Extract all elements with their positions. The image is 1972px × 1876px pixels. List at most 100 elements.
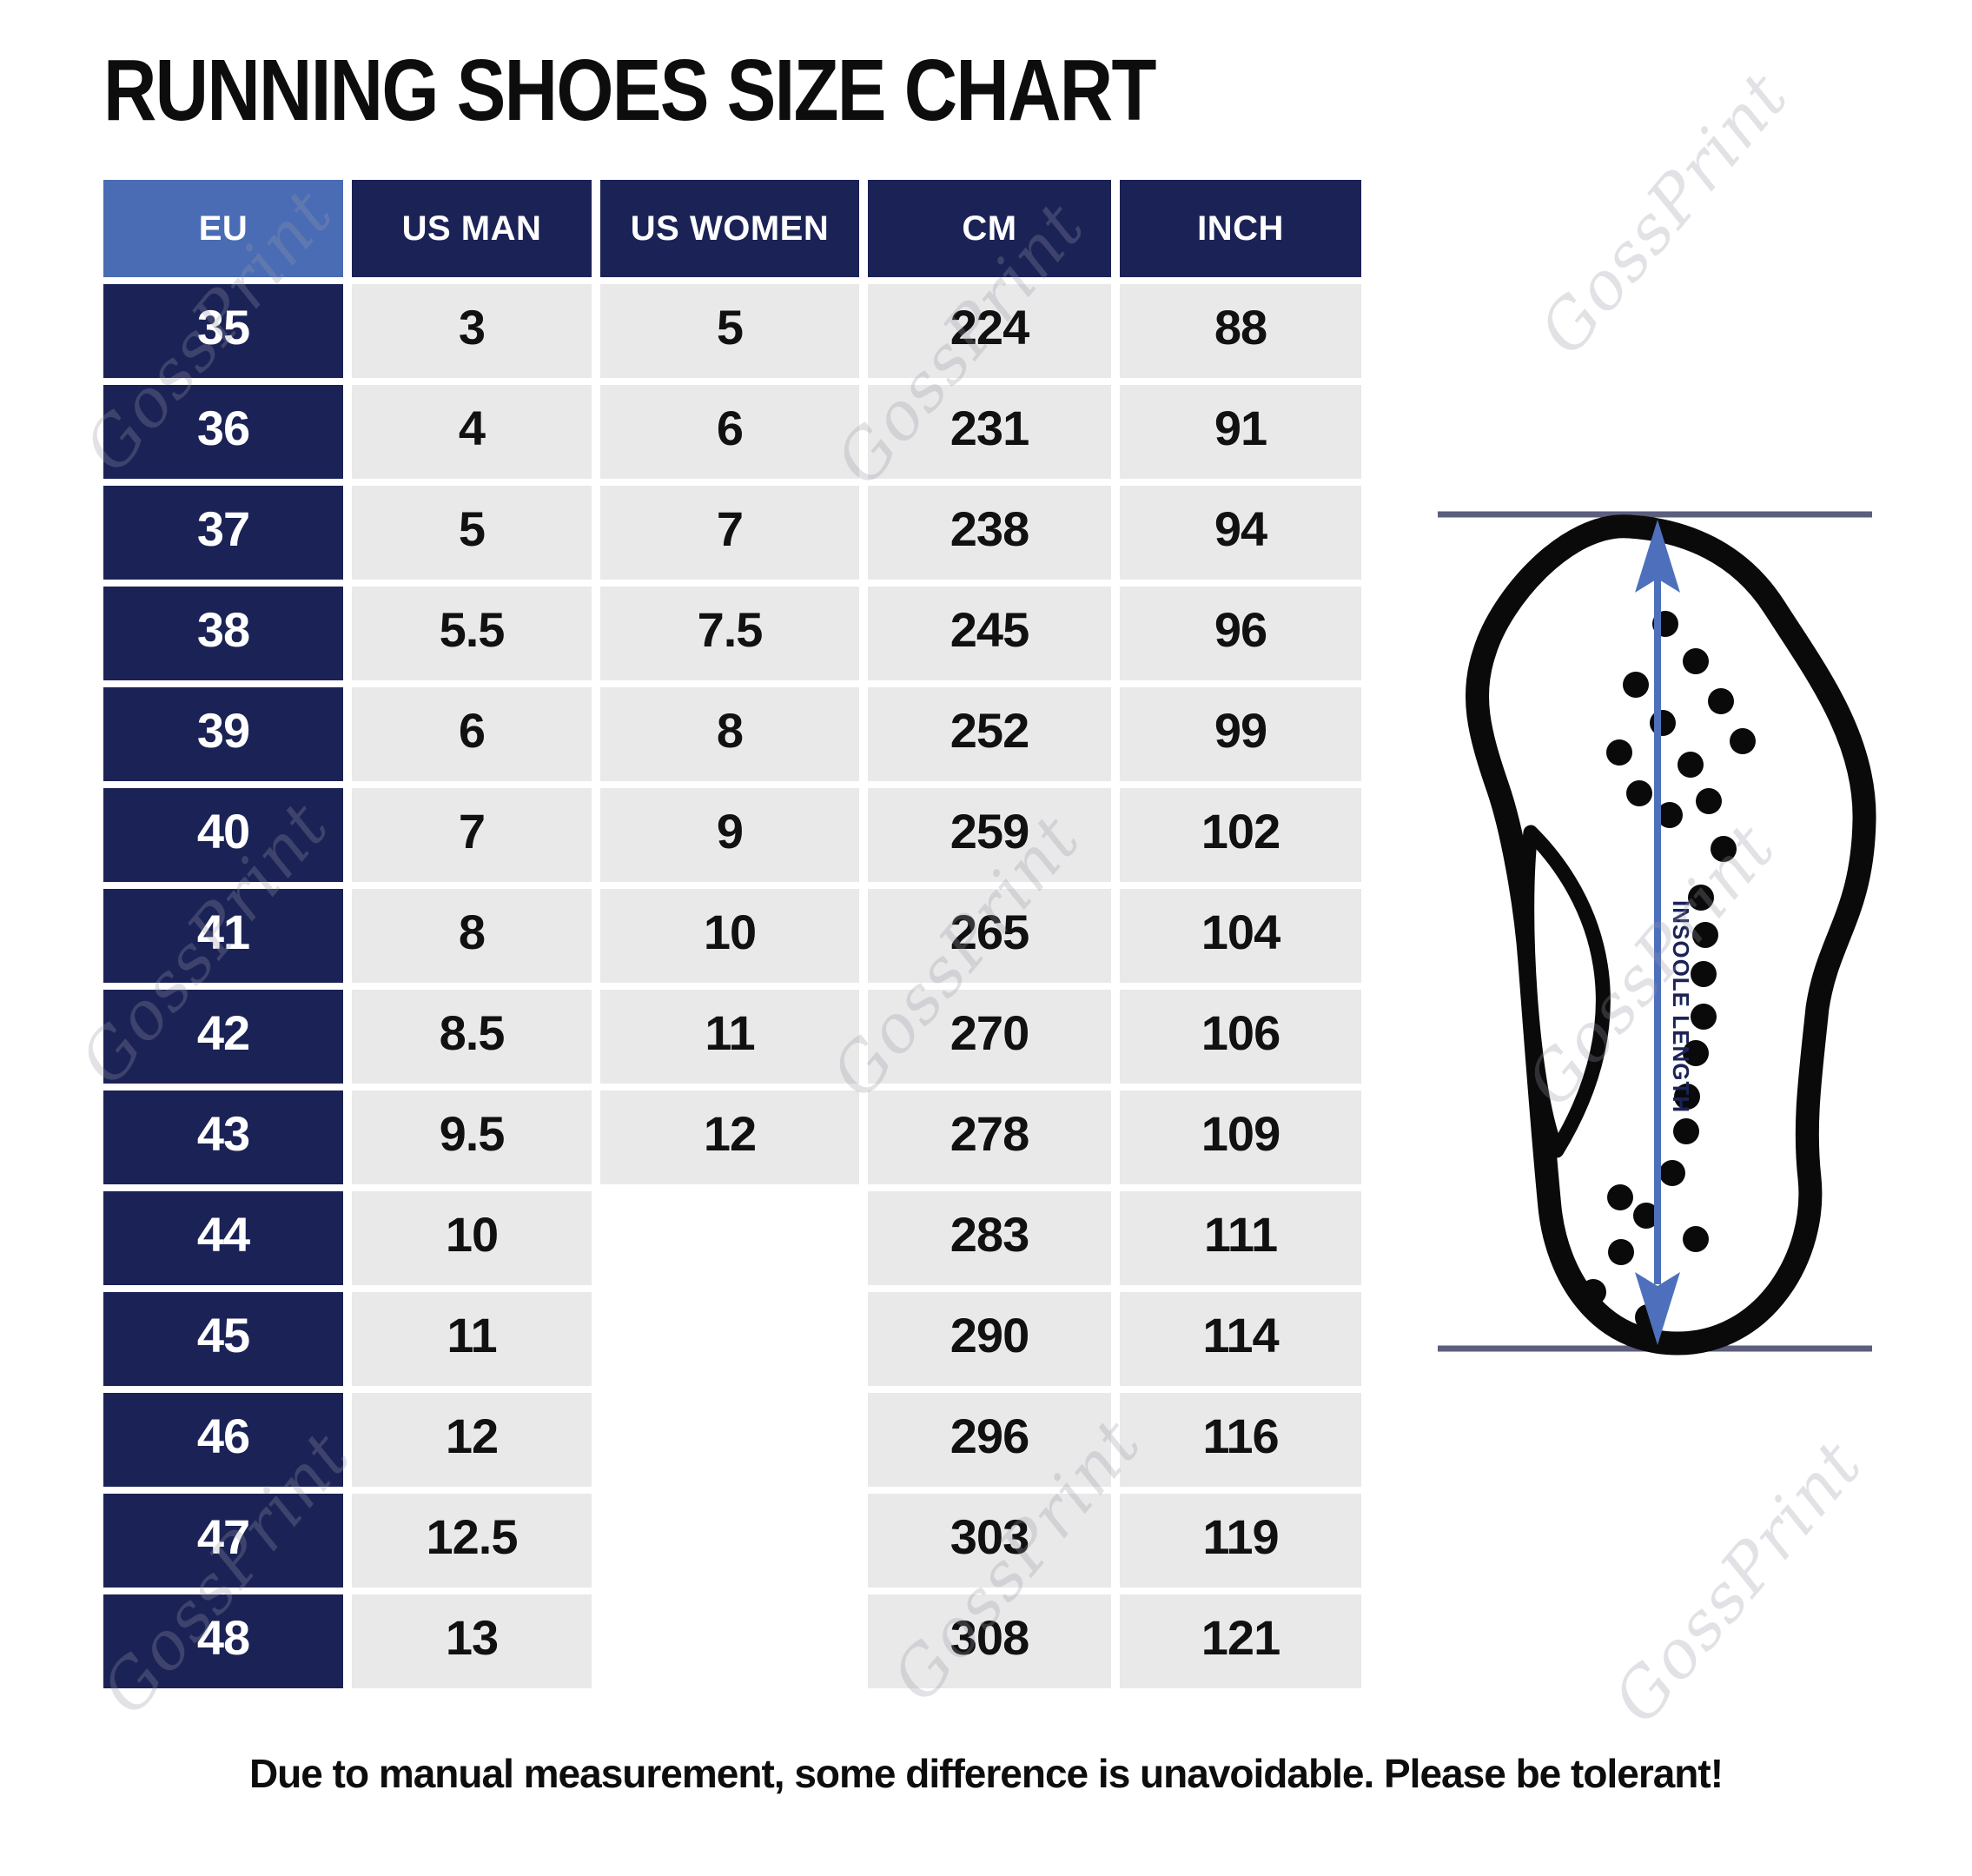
value-cell: 121 <box>1120 1594 1361 1688</box>
value-cell: 8 <box>600 687 859 781</box>
perforation-dot <box>1696 788 1722 814</box>
perforation-dot <box>1683 1226 1709 1252</box>
eu-size-cell: 40 <box>103 788 343 882</box>
value-cell: 8 <box>352 889 592 983</box>
value-cell: 99 <box>1120 687 1361 781</box>
perforation-dot <box>1688 885 1714 911</box>
value-cell: 278 <box>868 1090 1111 1184</box>
value-cell: 252 <box>868 687 1111 781</box>
value-cell: 12 <box>352 1393 592 1487</box>
value-cell: 119 <box>1120 1494 1361 1588</box>
perforation-dot <box>1683 648 1709 674</box>
value-cell: 259 <box>868 788 1111 882</box>
value-cell: 10 <box>600 889 859 983</box>
perforation-dot <box>1692 922 1718 948</box>
value-cell: 5.5 <box>352 587 592 680</box>
insole-length-label: INSOOLE LENGTH <box>1668 900 1694 1113</box>
value-cell: 11 <box>600 990 859 1084</box>
value-cell: 296 <box>868 1393 1111 1487</box>
perforation-dot <box>1580 1279 1606 1305</box>
eu-size-cell: 36 <box>103 385 343 479</box>
value-cell: 106 <box>1120 990 1361 1084</box>
value-cell: 12.5 <box>352 1494 592 1588</box>
value-cell: 13 <box>352 1594 592 1688</box>
value-cell: 114 <box>1120 1292 1361 1386</box>
size-table: EU US MAN US WOMEN CM INCH 35 3 5 224 88 36 4 6 231 91… <box>103 180 1361 1688</box>
value-cell: 102 <box>1120 788 1361 882</box>
value-cell: 5 <box>352 486 592 580</box>
value-cell: 245 <box>868 587 1111 680</box>
value-cell: 270 <box>868 990 1111 1084</box>
value-cell: 5 <box>600 284 859 378</box>
perforation-dot <box>1633 1203 1659 1229</box>
value-cell: 290 <box>868 1292 1111 1386</box>
value-cell: 7.5 <box>600 587 859 680</box>
empty-cell <box>600 1494 859 1588</box>
value-cell: 265 <box>868 889 1111 983</box>
empty-cell <box>600 1191 859 1285</box>
perforation-dot <box>1683 1040 1709 1066</box>
value-cell: 9 <box>600 788 859 882</box>
perforation-dot <box>1691 961 1717 987</box>
eu-size-cell: 43 <box>103 1090 343 1184</box>
value-cell: 109 <box>1120 1090 1361 1184</box>
value-cell: 116 <box>1120 1393 1361 1487</box>
value-cell: 283 <box>868 1191 1111 1285</box>
header-cell-us-man: US MAN <box>352 180 592 277</box>
header-cell-eu: EU <box>103 180 343 277</box>
value-cell: 6 <box>600 385 859 479</box>
eu-size-cell: 42 <box>103 990 343 1084</box>
perforation-dot <box>1657 802 1683 828</box>
eu-size-cell: 35 <box>103 284 343 378</box>
value-cell: 91 <box>1120 385 1361 479</box>
watermark: GossPrint <box>1524 56 1803 369</box>
value-cell: 231 <box>868 385 1111 479</box>
perforation-dot <box>1691 1004 1717 1030</box>
perforation-dot <box>1626 780 1652 806</box>
perforation-dot <box>1730 728 1756 754</box>
empty-cell <box>600 1292 859 1386</box>
insole-arch-line <box>1519 825 1611 1158</box>
perforation-dot <box>1608 1239 1634 1265</box>
value-cell: 11 <box>352 1292 592 1386</box>
value-cell: 308 <box>868 1594 1111 1688</box>
eu-size-cell: 45 <box>103 1292 343 1386</box>
eu-size-cell: 38 <box>103 587 343 680</box>
value-cell: 8.5 <box>352 990 592 1084</box>
value-cell: 9.5 <box>352 1090 592 1184</box>
perforation-dot <box>1606 739 1632 766</box>
value-cell: 6 <box>352 687 592 781</box>
perforation-dot <box>1708 688 1734 714</box>
perforation-dot <box>1673 1118 1699 1144</box>
value-cell: 10 <box>352 1191 592 1285</box>
value-cell: 94 <box>1120 486 1361 580</box>
watermark: GossPrint <box>1598 1425 1877 1738</box>
eu-size-cell: 44 <box>103 1191 343 1285</box>
value-cell: 224 <box>868 284 1111 378</box>
empty-cell <box>600 1393 859 1487</box>
eu-size-cell: 37 <box>103 486 343 580</box>
perforation-dot <box>1678 752 1704 778</box>
perforation-dot <box>1623 672 1649 698</box>
insole-diagram: INSOOLE LENGTH <box>1438 511 1876 1356</box>
eu-size-cell: 39 <box>103 687 343 781</box>
eu-size-cell: 48 <box>103 1594 343 1688</box>
perforation-dot <box>1711 836 1737 862</box>
value-cell: 303 <box>868 1494 1111 1588</box>
perforation-dot <box>1607 1184 1633 1210</box>
header-cell-inch: INCH <box>1120 180 1361 277</box>
eu-size-cell: 46 <box>103 1393 343 1487</box>
empty-cell <box>600 1594 859 1688</box>
length-arrow <box>1635 520 1680 1345</box>
value-cell: 3 <box>352 284 592 378</box>
perforation-dot <box>1659 1160 1685 1186</box>
page-title: RUNNING SHOES SIZE CHART <box>103 42 1156 139</box>
header-cell-cm: CM <box>868 180 1111 277</box>
value-cell: 88 <box>1120 284 1361 378</box>
value-cell: 104 <box>1120 889 1361 983</box>
value-cell: 12 <box>600 1090 859 1184</box>
value-cell: 96 <box>1120 587 1361 680</box>
value-cell: 7 <box>352 788 592 882</box>
perforation-dot <box>1650 710 1676 736</box>
eu-size-cell: 41 <box>103 889 343 983</box>
